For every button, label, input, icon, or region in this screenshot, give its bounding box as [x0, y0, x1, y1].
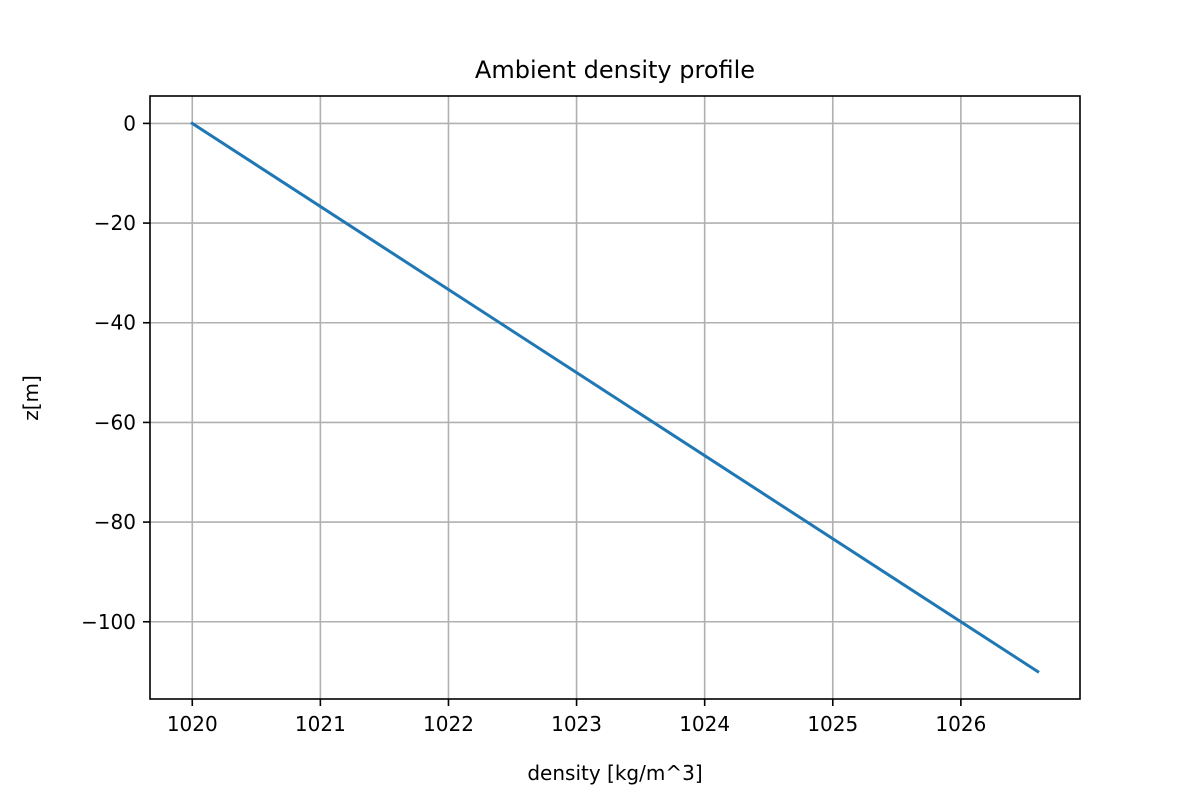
- x-tick-label: 1022: [423, 712, 474, 736]
- plot-area-frame: [149, 95, 1081, 700]
- x-tick-label: 1024: [679, 712, 730, 736]
- y-tick-label: −100: [81, 610, 136, 634]
- chart-title: Ambient density profile: [475, 56, 755, 84]
- x-tick-label: 1021: [295, 712, 346, 736]
- axis-ticks: 1020 1021 1022 1023 1024 1025 1026 0 −20 −40 −60 −8…: [81, 111, 986, 736]
- x-tick-label: 1023: [551, 712, 602, 736]
- y-axis-label: z[m]: [19, 375, 43, 421]
- y-tick-label: 0: [123, 111, 136, 135]
- y-tick-label: −80: [94, 510, 136, 534]
- x-tick-label: 1025: [807, 712, 858, 736]
- x-tick-label: 1026: [935, 712, 986, 736]
- density-line: [190, 121, 1040, 674]
- y-tick-label: −20: [94, 211, 136, 235]
- x-tick-label: 1020: [167, 712, 218, 736]
- series-layer: [190, 121, 1040, 674]
- y-tick-label: −60: [94, 410, 136, 434]
- grid-lines: [150, 96, 1080, 699]
- x-axis-label: density [kg/m^3]: [527, 761, 702, 785]
- y-tick-label: −40: [94, 311, 136, 335]
